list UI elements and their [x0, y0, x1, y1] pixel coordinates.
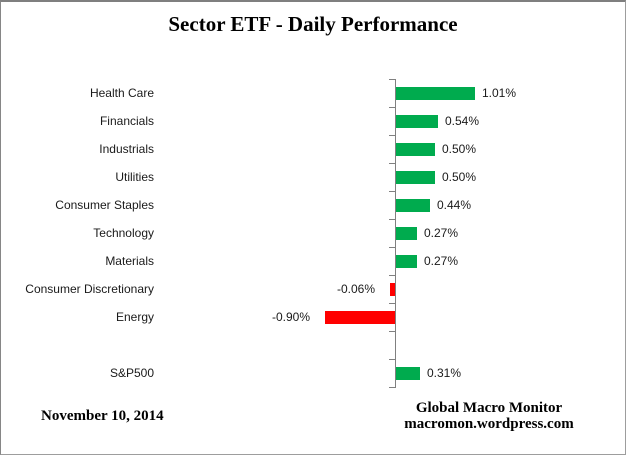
value-label: 0.50%: [442, 142, 477, 156]
bar-negative: [390, 283, 395, 296]
credit-line-1: Global Macro Monitor: [415, 400, 563, 416]
credit-line-2: macromon.wordpress.com: [404, 416, 574, 432]
axis-tick: [389, 107, 395, 108]
category-label: Financials: [99, 114, 154, 128]
axis-tick: [389, 163, 395, 164]
axis-tick: [389, 247, 395, 248]
bar-positive: [396, 171, 435, 184]
axis-tick: [389, 79, 395, 80]
category-label: Technology: [93, 226, 154, 240]
category-label: Utilities: [115, 170, 154, 184]
axis-tick: [389, 219, 395, 220]
bar-positive: [396, 115, 438, 128]
value-label: 0.31%: [427, 366, 462, 380]
axis-tick: [389, 303, 395, 304]
value-label: 0.27%: [424, 226, 459, 240]
value-label: 0.54%: [445, 114, 480, 128]
bar-positive: [396, 199, 430, 212]
axis-tick: [389, 135, 395, 136]
bar-positive: [396, 255, 417, 268]
axis-tick: [389, 331, 395, 332]
bar-positive: [396, 367, 420, 380]
value-label: 0.44%: [437, 198, 472, 212]
credit-block: Global Macro Monitor macromon.wordpress.…: [398, 400, 580, 432]
value-label: 0.50%: [442, 170, 477, 184]
bar-positive: [396, 227, 417, 240]
value-label: -0.06%: [336, 282, 375, 296]
category-label: S&P500: [109, 366, 154, 380]
category-label: Consumer Staples: [55, 198, 154, 212]
date-label: November 10, 2014: [41, 408, 164, 424]
axis-tick: [389, 275, 395, 276]
bar-positive: [396, 87, 475, 100]
axis-tick: [389, 359, 395, 360]
category-label: Energy: [115, 310, 154, 324]
category-label: Materials: [105, 254, 154, 268]
category-label: Industrials: [99, 142, 154, 156]
category-label: Health Care: [89, 86, 154, 100]
axis-tick: [389, 191, 395, 192]
value-label: 1.01%: [482, 86, 517, 100]
bar-negative: [325, 311, 395, 324]
value-label: -0.90%: [271, 310, 310, 324]
category-label: Consumer Discretionary: [25, 282, 154, 296]
category-axis-line: [395, 79, 396, 388]
axis-tick: [389, 387, 395, 388]
value-label: 0.27%: [424, 254, 459, 268]
chart-title: Sector ETF - Daily Performance: [168, 12, 458, 36]
bar-positive: [396, 143, 435, 156]
